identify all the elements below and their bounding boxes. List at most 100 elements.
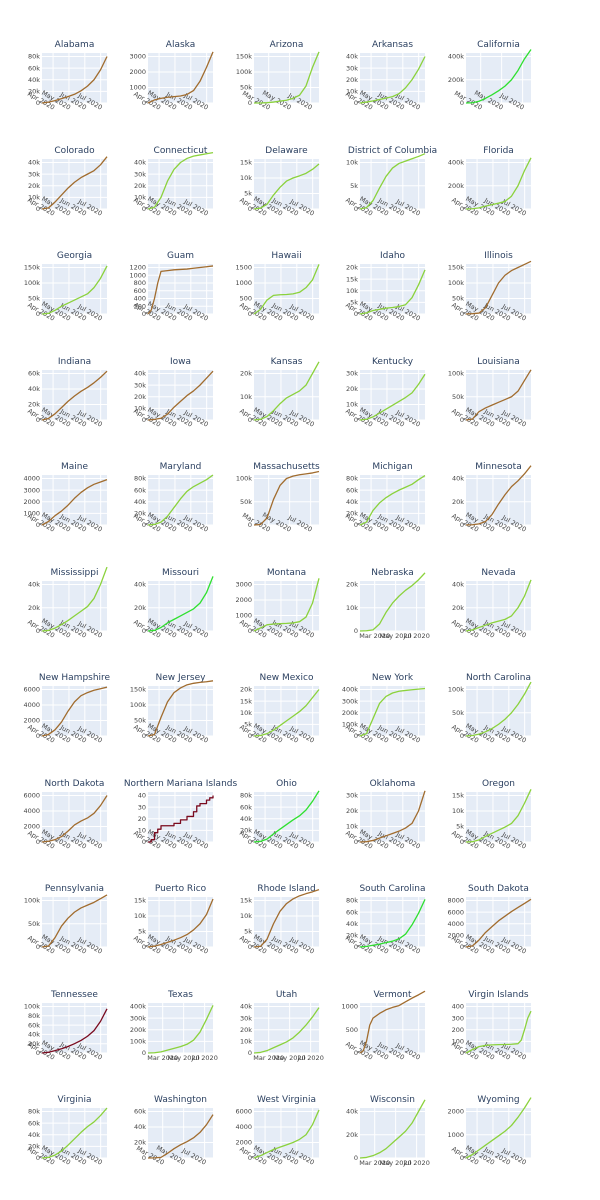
y-tick-label: 20k [346,510,358,518]
x-tick-label: May 2020 [380,1159,412,1167]
y-tick-label: 400k [448,158,464,166]
y-tick-label: 200k [130,1025,146,1033]
panel-title: Rhode Island [257,884,315,894]
y-tick-label: 40k [240,814,252,822]
y-tick-label: 10k [346,603,358,611]
y-tick-label: 40 [138,791,146,799]
y-tick-label: 40k [346,498,358,506]
series-line-guam [147,265,214,315]
y-tick-label: 15k [240,697,252,705]
y-tick-label: 100k [130,701,146,709]
series-line-north-carolina [465,681,532,737]
series-line-indiana [41,370,108,421]
y-tick-label: 15k [240,897,252,905]
y-tick-label: 0 [248,1049,252,1057]
series-line-northern-mariana-islands [148,795,214,843]
y-tick-label: 6000 [235,1108,252,1116]
y-tick-label: 80k [28,1108,40,1116]
y-tick-label: 50k [452,295,464,303]
y-tick-label: 6000 [447,908,464,916]
y-tick-label: 60k [240,803,252,811]
y-tick-label: 5k [350,299,358,307]
series-line-puerto-rico [147,898,214,948]
panel-title: New Mexico [260,673,314,683]
panel-title: Minnesota [475,462,521,472]
y-tick-label: 0 [354,521,358,529]
y-tick-label: 5k [456,822,464,830]
y-tick-label: 20k [134,1139,146,1147]
series-line-iowa [147,370,214,421]
y-tick-label: 1000 [341,1002,358,1010]
panel-title: California [477,40,520,50]
y-tick-label: 600 [134,287,146,295]
y-tick-label: 0 [142,99,146,107]
y-tick-label: 100k [448,686,464,694]
y-tick-label: 20k [452,603,464,611]
panel-title: Washington [154,1095,207,1105]
y-tick-label: 30k [346,791,358,799]
y-tick-label: 20k [346,264,358,272]
y-tick-label: 1000 [129,271,146,279]
panel-title: Missouri [162,568,199,578]
y-tick-label: 0 [354,99,358,107]
y-tick-label: 300k [130,1014,146,1022]
panel-title: Tennessee [50,990,98,1000]
series-line-maryland [147,474,214,526]
y-tick-label: 20k [28,603,40,611]
y-tick-label: 1000 [235,279,252,287]
panel-title: Maine [61,462,88,472]
y-tick-label: 80k [346,475,358,483]
y-tick-label: 500 [240,295,252,303]
panel-title: Georgia [57,251,92,261]
y-tick-label: 20k [346,76,358,84]
y-tick-label: 40k [28,1030,40,1038]
y-tick-label: 3000 [235,580,252,588]
y-tick-label: 10k [134,193,146,201]
y-tick-label: 30k [346,64,358,72]
y-tick-label: 8000 [447,897,464,905]
y-tick-label: 60k [28,64,40,72]
y-tick-label: 20k [134,603,146,611]
y-tick-label: 60k [28,1119,40,1127]
panel-title: Kentucky [372,357,414,367]
x-tick-label: Mar 2020 [359,632,390,640]
panel-title: Alabama [55,40,95,50]
y-tick-label: 1000 [23,510,40,518]
series-line-minnesota [465,465,532,526]
x-tick-label: Jul 2020 [402,632,429,640]
x-tick-label: May 2020 [274,1054,306,1062]
x-tick-label: Jul 2020 [402,1159,429,1167]
y-tick-label: 0 [36,310,40,318]
y-tick-label: 30k [346,369,358,377]
y-tick-label: 20k [346,807,358,815]
y-tick-label: 100k [24,897,40,905]
y-tick-label: 20k [346,385,358,393]
y-tick-label: 0 [142,838,146,846]
y-tick-label: 20k [28,181,40,189]
series-line-wyoming [465,1097,532,1159]
y-tick-label: 80k [28,1012,40,1020]
y-tick-label: 40k [134,498,146,506]
panel-title: Alaska [166,40,195,50]
y-tick-label: 200 [452,1025,464,1033]
panel-title: Ohio [276,779,297,789]
y-tick-label: 0 [36,1049,40,1057]
y-tick-label: 20k [134,510,146,518]
y-tick-label: 50k [240,84,252,92]
y-tick-label: 60k [134,1108,146,1116]
y-tick-label: 0 [248,416,252,424]
y-tick-label: 300 [452,1014,464,1022]
